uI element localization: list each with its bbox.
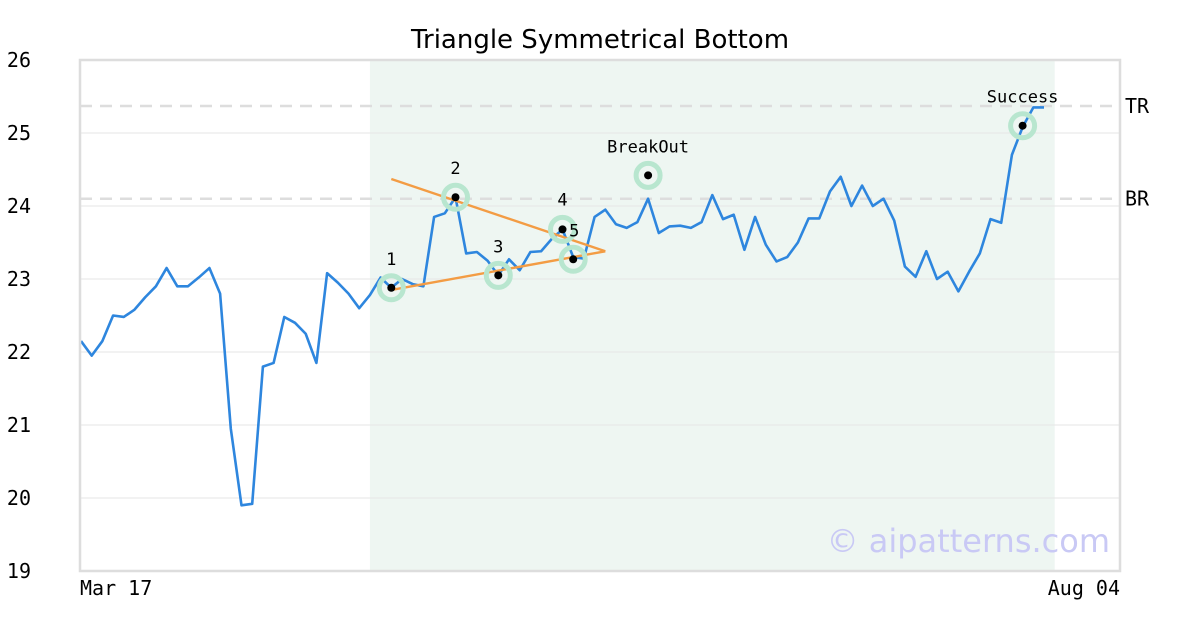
marker-halo bbox=[483, 260, 513, 290]
marker-halo bbox=[441, 182, 470, 212]
plot-frame bbox=[78, 58, 1122, 573]
point-label: 3 bbox=[493, 237, 503, 257]
marker-halo bbox=[633, 160, 663, 190]
marker-halo bbox=[1008, 111, 1038, 141]
x-tick-label: Mar 17 bbox=[80, 576, 152, 600]
y-tick-label: 22 bbox=[7, 340, 31, 364]
y-tick-label: 25 bbox=[7, 121, 31, 145]
chart-title: Triangle Symmetrical Bottom bbox=[410, 25, 789, 55]
point-label: 4 bbox=[557, 190, 567, 210]
marker-halo bbox=[558, 244, 588, 274]
marker-dot bbox=[569, 255, 578, 264]
marker-dot bbox=[1018, 121, 1027, 130]
y-tick-label: 21 bbox=[7, 413, 31, 437]
marker-dot bbox=[387, 283, 396, 292]
watermark: © aipatterns.com bbox=[827, 522, 1110, 560]
marker-dot bbox=[494, 271, 503, 280]
marker-dot bbox=[558, 225, 567, 234]
point-label: Success bbox=[987, 88, 1059, 108]
y-tick-label: 24 bbox=[7, 194, 31, 218]
level-label: BR bbox=[1125, 187, 1150, 211]
marker-halo bbox=[548, 214, 577, 244]
marker-dot bbox=[644, 171, 653, 180]
point-label: BreakOut bbox=[607, 137, 689, 157]
point-label: 1 bbox=[386, 250, 396, 270]
y-tick-label: 20 bbox=[7, 486, 31, 510]
y-tick-label: 23 bbox=[7, 267, 31, 291]
x-tick-label: Aug 04 bbox=[1048, 576, 1120, 600]
point-label: 5 bbox=[569, 221, 579, 241]
marker-dot bbox=[451, 193, 460, 202]
pattern-zone bbox=[369, 60, 1055, 571]
marker-halo bbox=[376, 273, 406, 303]
y-tick-label: 26 bbox=[7, 48, 31, 72]
point-label: 2 bbox=[450, 159, 460, 179]
level-label: TR bbox=[1125, 94, 1150, 118]
y-tick-label: 19 bbox=[7, 559, 31, 583]
